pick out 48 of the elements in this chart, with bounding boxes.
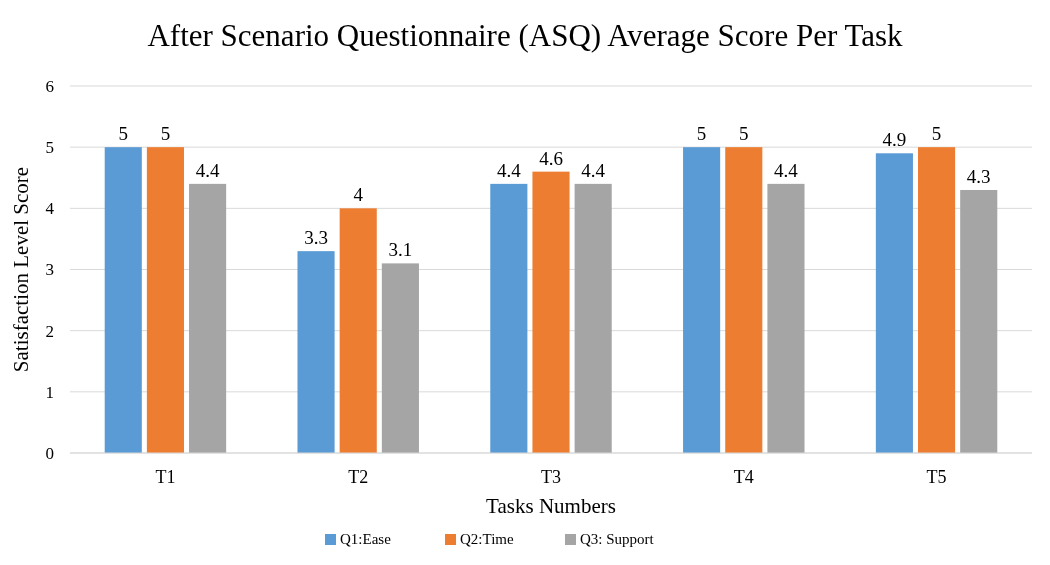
bar	[381, 263, 419, 453]
data-label: 4.6	[539, 147, 563, 169]
y-tick-label: 2	[45, 321, 54, 341]
bar	[297, 251, 335, 453]
bar	[189, 183, 227, 453]
bar	[532, 171, 570, 453]
y-axis-title: Satisfaction Level Score	[9, 166, 33, 373]
bar	[574, 183, 612, 453]
data-label: 4	[353, 184, 364, 206]
data-label: 3.1	[388, 239, 413, 261]
data-label: 4.4	[774, 159, 799, 181]
bar	[875, 153, 913, 453]
data-label: 5	[739, 123, 749, 145]
data-label: 5	[160, 123, 171, 145]
bar	[339, 208, 377, 453]
bar	[490, 183, 528, 453]
x-tick-label: T4	[733, 467, 754, 487]
bar	[104, 147, 142, 453]
bar	[146, 147, 184, 453]
data-label: 5	[696, 123, 707, 145]
x-axis-title: Tasks Numbers	[486, 494, 616, 518]
y-tick-label: 6	[45, 76, 54, 96]
data-label: 4.3	[966, 165, 991, 187]
bar	[918, 147, 956, 453]
x-tick-label: T1	[155, 467, 176, 487]
bar	[767, 183, 805, 453]
bar	[725, 147, 763, 453]
data-label: 4.4	[496, 159, 522, 181]
data-label: 4.4	[195, 159, 220, 181]
data-label: 4.9	[882, 129, 907, 151]
y-tick-label: 0	[45, 443, 54, 463]
data-label: 4.4	[581, 159, 606, 181]
bar	[683, 147, 721, 453]
data-label: 5	[931, 123, 942, 145]
data-label: 3.3	[304, 227, 328, 249]
y-tick-label: 4	[45, 199, 55, 219]
legend-label: Q2:Time	[460, 531, 514, 547]
y-tick-label: 1	[45, 382, 54, 402]
y-tick-label: 3	[45, 260, 54, 280]
x-tick-label: T2	[348, 467, 369, 487]
data-label: 5	[118, 123, 129, 145]
legend-label: Q1:Ease	[340, 531, 392, 547]
x-tick-label: T5	[926, 467, 947, 487]
legend-label: Q3: Support	[580, 531, 655, 547]
y-tick-label: 5	[45, 138, 54, 158]
bar	[960, 189, 998, 453]
x-tick-label: T3	[541, 467, 561, 487]
chart-title: After Scenario Questionnaire (ASQ) Average Score Per Task	[147, 18, 904, 53]
